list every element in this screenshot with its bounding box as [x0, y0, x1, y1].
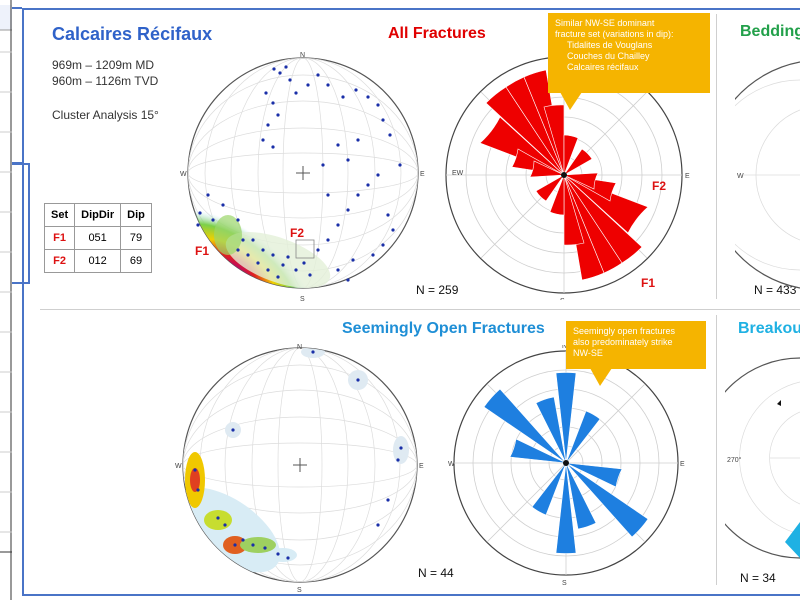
set-dipdir: 012	[74, 249, 122, 273]
divider-middle	[40, 309, 800, 310]
breakout-stereonet: 270°	[725, 357, 800, 559]
south-label: S	[300, 296, 305, 303]
open-fracture-poles	[193, 350, 403, 560]
divider-right-top	[716, 14, 717, 299]
rose-petals-red	[479, 69, 649, 281]
frame-connector-top	[12, 163, 30, 165]
bedding-count: N = 433	[754, 283, 797, 297]
open-south-label: S	[297, 587, 302, 594]
all-fractures-count: N = 259	[416, 283, 459, 297]
open-fractures-count: N = 44	[418, 566, 454, 580]
all-fractures-title: All Fractures	[388, 25, 486, 42]
f2-label-rose: F2	[652, 179, 667, 193]
rose2-west-label: W	[448, 461, 455, 468]
breakout-270-label: 270°	[727, 456, 742, 464]
bedding-stereonet: W	[735, 61, 800, 289]
callout-open-fractures: Seemingly open fractures also predominat…	[566, 321, 706, 369]
east-label: E	[420, 171, 425, 178]
breakout-title: Breakout	[738, 320, 800, 337]
callout-pointer-bottom	[590, 368, 612, 386]
f1-label-stereonet: F1	[195, 244, 210, 258]
open-north-label: N	[297, 344, 302, 351]
table-row: F1 051 79	[43, 226, 152, 250]
rose2-north-label: N	[562, 345, 567, 350]
open-fractures-stereonet: N S W E	[175, 344, 424, 594]
callout-pointer-top	[560, 92, 582, 110]
fracture-sets-table: Set DipDir Dip F1 051 79 F2 012 69	[43, 203, 152, 273]
all-fractures-stereonet: N S W E	[180, 52, 425, 303]
rose-petals-blue	[483, 372, 649, 554]
callout-line: fracture set (variations in dip):	[555, 29, 674, 39]
left-strip-lines	[0, 0, 30, 600]
open-fractures-title: Seemingly Open Fractures	[342, 320, 545, 337]
depth-md: 969m – 1209m MD	[52, 58, 155, 72]
left-edge-strip	[0, 0, 30, 600]
rose-east-label: E	[685, 173, 690, 180]
frame-connector-vertical	[28, 165, 30, 282]
rose2-east-label: E	[680, 461, 685, 468]
north-label: N	[300, 52, 305, 59]
callout-all-fractures: Similar NW-SE dominant fracture set (var…	[548, 13, 710, 93]
f1-label-rose: F1	[641, 276, 656, 290]
table-header: Dip	[120, 203, 152, 227]
bedding-title: Bedding	[740, 23, 800, 40]
table-header: Set	[43, 203, 76, 227]
divider-right-bottom	[716, 315, 717, 585]
rose-south-label: S	[560, 298, 565, 300]
set-name: F1	[43, 226, 76, 250]
west-label: W	[180, 171, 187, 178]
callout-line: Seemingly open fractures	[573, 326, 676, 336]
callout-line: NW-SE	[573, 348, 603, 358]
open-fractures-rose: N S W E	[448, 345, 685, 587]
fracture-poles	[196, 65, 402, 282]
set-dipdir: 051	[74, 226, 122, 250]
callout-line: Similar NW-SE dominant	[555, 18, 655, 28]
open-east-label: E	[419, 463, 424, 470]
depth-tvd: 960m – 1126m TVD	[52, 74, 159, 88]
callout-item: Calcaires récifaux	[567, 62, 639, 72]
breakout-count: N = 34	[740, 571, 776, 585]
page-title: Calcaires Récifaux	[52, 24, 213, 44]
slide-frame	[22, 8, 800, 596]
callout-item: Couches du Chailley	[567, 51, 650, 61]
cluster-analysis-label: Cluster Analysis 15°	[52, 108, 159, 122]
open-west-label: W	[175, 463, 182, 470]
set-name: F2	[43, 249, 76, 273]
rose2-south-label: S	[562, 580, 567, 587]
rose-ew-label: EW	[452, 170, 464, 177]
frame-connector-bottom	[12, 282, 30, 284]
table-row: F2 012 69	[43, 249, 152, 273]
table-header: DipDir	[74, 203, 122, 227]
bedding-west-label: W	[737, 173, 744, 180]
f2-label-stereonet: F2	[290, 226, 305, 240]
set-dip: 79	[120, 226, 152, 250]
table-header-row: Set DipDir Dip	[43, 203, 152, 227]
callout-line: also predominately strike	[573, 337, 673, 347]
all-fractures-rose: N S EW E	[445, 50, 690, 300]
set-dip: 69	[120, 249, 152, 273]
callout-item: Tidalites de Vouglans	[567, 40, 653, 50]
